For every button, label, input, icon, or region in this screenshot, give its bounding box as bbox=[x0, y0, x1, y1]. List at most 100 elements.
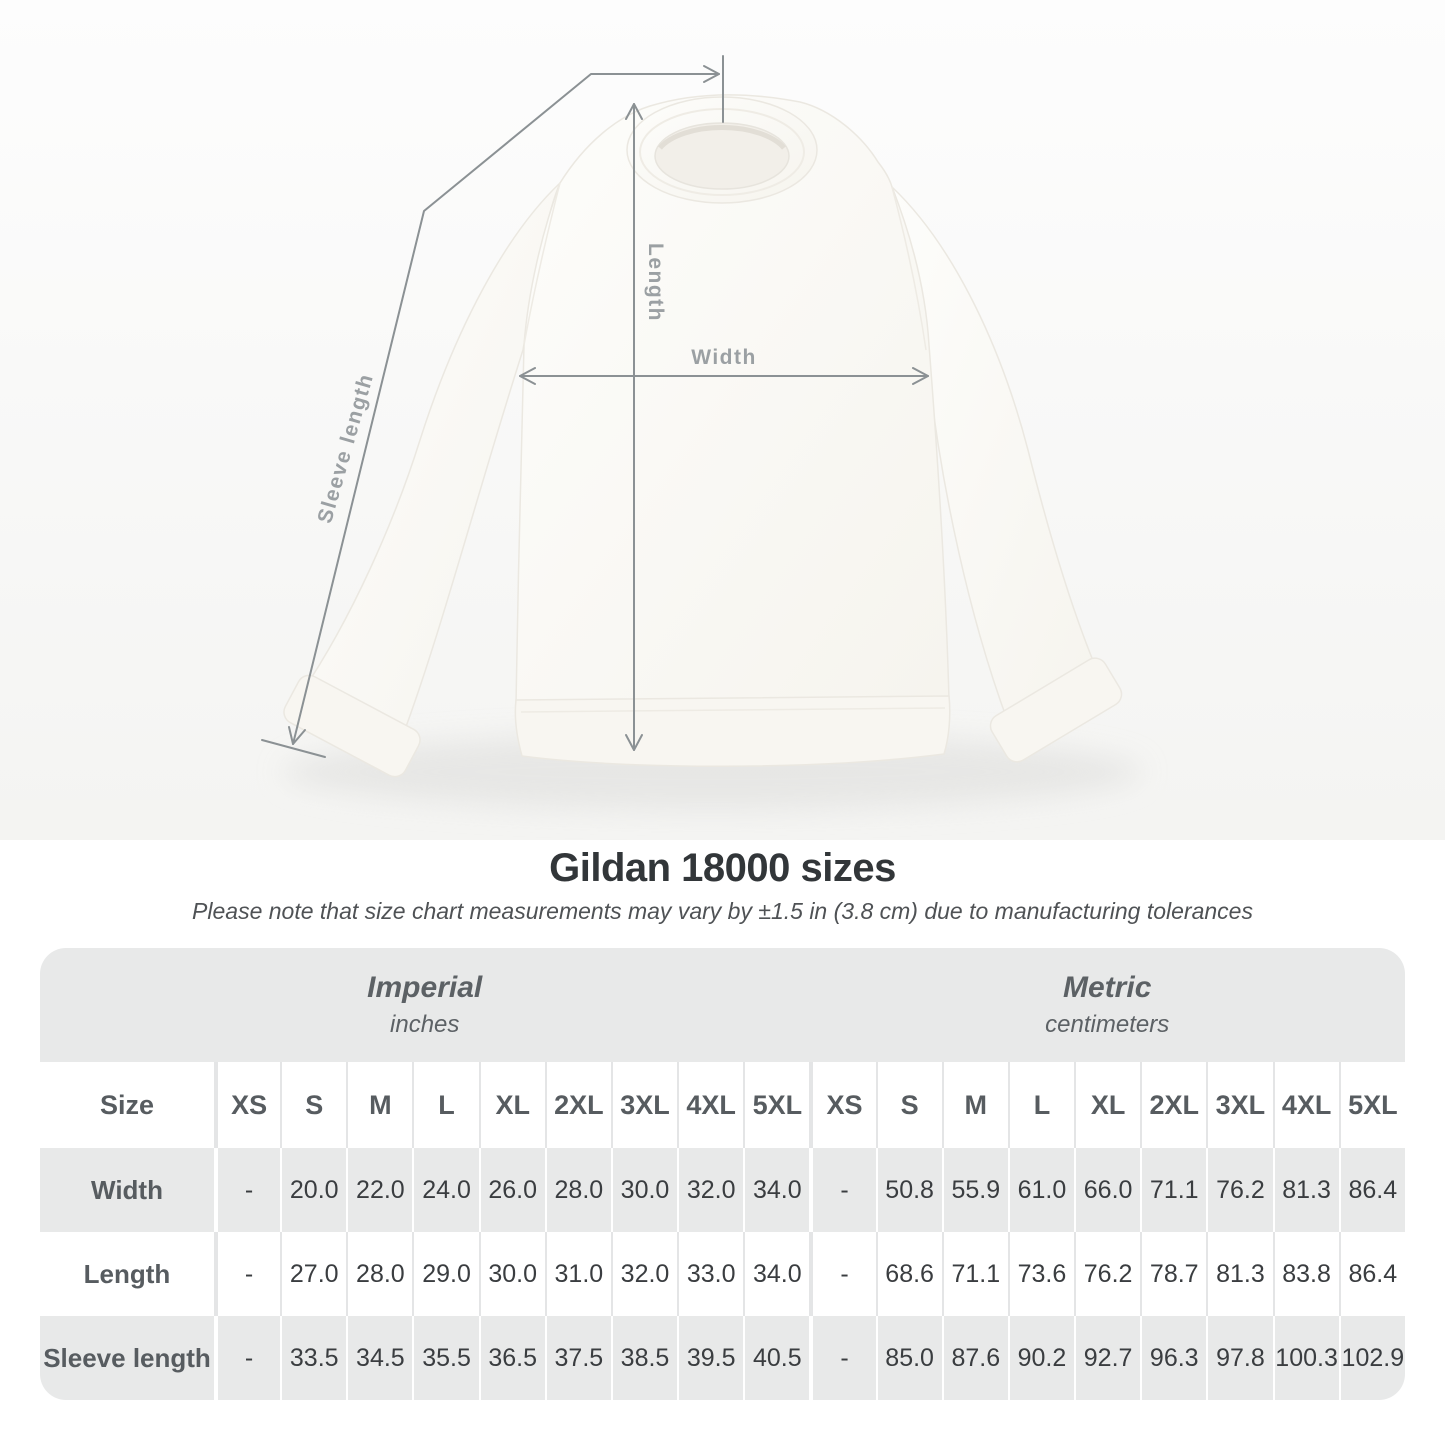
size-value: 71.1 bbox=[1140, 1148, 1206, 1232]
page-title: Gildan 18000 sizes bbox=[549, 846, 896, 890]
size-value: 40.5 bbox=[743, 1316, 809, 1400]
size-value: 20.0 bbox=[280, 1148, 346, 1232]
size-value: 87.6 bbox=[941, 1316, 1008, 1400]
measurement-lines bbox=[261, 55, 929, 758]
unit-band-row: Imperial inches Metric centimeters bbox=[40, 948, 1405, 1062]
table-row-sleeve-length: Sleeve length - 33.5 34.5 35.5 36.5 37.5… bbox=[40, 1316, 1405, 1400]
size-col-header: 4XL bbox=[677, 1062, 744, 1148]
size-value: 81.3 bbox=[1206, 1232, 1272, 1316]
size-value: 34.0 bbox=[743, 1232, 809, 1316]
metric-group-header: Metric centimeters bbox=[809, 948, 1405, 1062]
size-value: 34.0 bbox=[743, 1148, 809, 1232]
length-arrow bbox=[625, 103, 643, 751]
size-value: - bbox=[214, 1232, 280, 1316]
size-value: 86.4 bbox=[1338, 1148, 1405, 1232]
size-col-header: 4XL bbox=[1272, 1062, 1339, 1148]
size-col-header: 3XL bbox=[1206, 1062, 1273, 1148]
size-value: - bbox=[809, 1316, 875, 1400]
collar-opening bbox=[654, 122, 790, 190]
size-value: 35.5 bbox=[412, 1316, 478, 1400]
tolerance-note: Please note that size chart measurements… bbox=[192, 898, 1253, 924]
table-row-width: Width - 20.0 22.0 24.0 26.0 28.0 30.0 32… bbox=[40, 1148, 1405, 1232]
width-label: Width bbox=[691, 346, 757, 369]
size-value: 61.0 bbox=[1007, 1148, 1074, 1232]
left-armhole-seam bbox=[523, 182, 561, 346]
collar-inner-shade bbox=[658, 125, 786, 150]
size-value: 96.3 bbox=[1140, 1316, 1206, 1400]
size-value: 37.5 bbox=[544, 1316, 611, 1400]
right-armhole-seam bbox=[891, 186, 927, 351]
size-value: - bbox=[214, 1148, 280, 1232]
size-header: Size bbox=[40, 1062, 214, 1148]
sweatshirt-illustration bbox=[283, 94, 1123, 778]
table-row-length: Length - 27.0 28.0 29.0 30.0 31.0 32.0 3… bbox=[40, 1232, 1405, 1316]
size-value: 28.0 bbox=[346, 1232, 412, 1316]
size-value: 86.4 bbox=[1338, 1232, 1405, 1316]
product-photo: Length Width Sleeve length bbox=[0, 0, 1445, 840]
size-col-header: S bbox=[875, 1062, 942, 1148]
imperial-label: Imperial bbox=[367, 971, 483, 1004]
size-value: 100.3 bbox=[1272, 1316, 1339, 1400]
metric-unit: centimeters bbox=[1045, 1011, 1170, 1038]
metric-label: Metric bbox=[1063, 971, 1152, 1004]
size-col-header: 5XL bbox=[743, 1062, 810, 1148]
size-value: 33.0 bbox=[677, 1232, 743, 1316]
imperial-unit: inches bbox=[390, 1011, 460, 1038]
size-value: 32.0 bbox=[610, 1232, 677, 1316]
size-value: 34.5 bbox=[346, 1316, 412, 1400]
size-value: 92.7 bbox=[1074, 1316, 1140, 1400]
size-value: 22.0 bbox=[346, 1148, 412, 1232]
size-col-header: L bbox=[1007, 1062, 1075, 1148]
size-value: 68.6 bbox=[875, 1232, 942, 1316]
hem-seam bbox=[520, 707, 946, 713]
size-value: 78.7 bbox=[1140, 1232, 1206, 1316]
size-value: 24.0 bbox=[412, 1148, 478, 1232]
size-value: 50.8 bbox=[875, 1148, 942, 1232]
size-value: - bbox=[809, 1232, 875, 1316]
size-value: - bbox=[809, 1148, 875, 1232]
left-cuff bbox=[283, 674, 421, 778]
size-table: Imperial inches Metric centimeters Size … bbox=[40, 948, 1405, 1400]
imperial-group-header: Imperial inches bbox=[40, 948, 810, 1062]
right-cuff bbox=[989, 657, 1123, 763]
size-value: 30.0 bbox=[610, 1148, 677, 1232]
row-label: Length bbox=[83, 1258, 171, 1289]
size-value: 36.5 bbox=[478, 1316, 545, 1400]
cuff-tick bbox=[261, 739, 326, 758]
size-value: 39.5 bbox=[677, 1316, 743, 1400]
size-value: 76.2 bbox=[1206, 1148, 1272, 1232]
size-value: 73.6 bbox=[1007, 1232, 1074, 1316]
size-value: - bbox=[214, 1316, 280, 1400]
size-value: 102.9 bbox=[1338, 1316, 1405, 1400]
size-value: 76.2 bbox=[1074, 1232, 1140, 1316]
row-label: Width bbox=[91, 1174, 163, 1205]
size-col-header: M bbox=[941, 1062, 1008, 1148]
size-value: 55.9 bbox=[941, 1148, 1008, 1232]
size-col-header: M bbox=[346, 1062, 413, 1148]
size-table-card: Imperial inches Metric centimeters Size … bbox=[40, 948, 1405, 1400]
size-value: 90.2 bbox=[1007, 1316, 1074, 1400]
size-header-row: Size XS S M L XL 2XL 3XL 4XL 5XL XS S M … bbox=[40, 1062, 1405, 1148]
size-value: 83.8 bbox=[1272, 1232, 1339, 1316]
sweatshirt-diagram: Length Width Sleeve length bbox=[0, 0, 1445, 840]
size-value: 66.0 bbox=[1074, 1148, 1140, 1232]
size-value: 38.5 bbox=[610, 1316, 677, 1400]
size-value: 85.0 bbox=[875, 1316, 942, 1400]
size-value: 30.0 bbox=[478, 1232, 545, 1316]
size-col-header: XL bbox=[478, 1062, 545, 1148]
size-value: 27.0 bbox=[280, 1232, 346, 1316]
size-col-header: XS bbox=[214, 1062, 281, 1148]
size-col-header: 5XL bbox=[1338, 1062, 1405, 1148]
size-col-header: 2XL bbox=[1140, 1062, 1207, 1148]
size-value: 32.0 bbox=[677, 1148, 743, 1232]
length-label: Length bbox=[644, 243, 667, 322]
size-value: 33.5 bbox=[280, 1316, 346, 1400]
size-col-header: XS bbox=[809, 1062, 876, 1148]
size-col-header: 3XL bbox=[610, 1062, 678, 1148]
size-value: 97.8 bbox=[1206, 1316, 1272, 1400]
row-label: Sleeve length bbox=[43, 1342, 211, 1373]
size-value: 31.0 bbox=[544, 1232, 611, 1316]
size-col-header: XL bbox=[1074, 1062, 1141, 1148]
size-value: 29.0 bbox=[412, 1232, 478, 1316]
size-col-header: S bbox=[280, 1062, 347, 1148]
